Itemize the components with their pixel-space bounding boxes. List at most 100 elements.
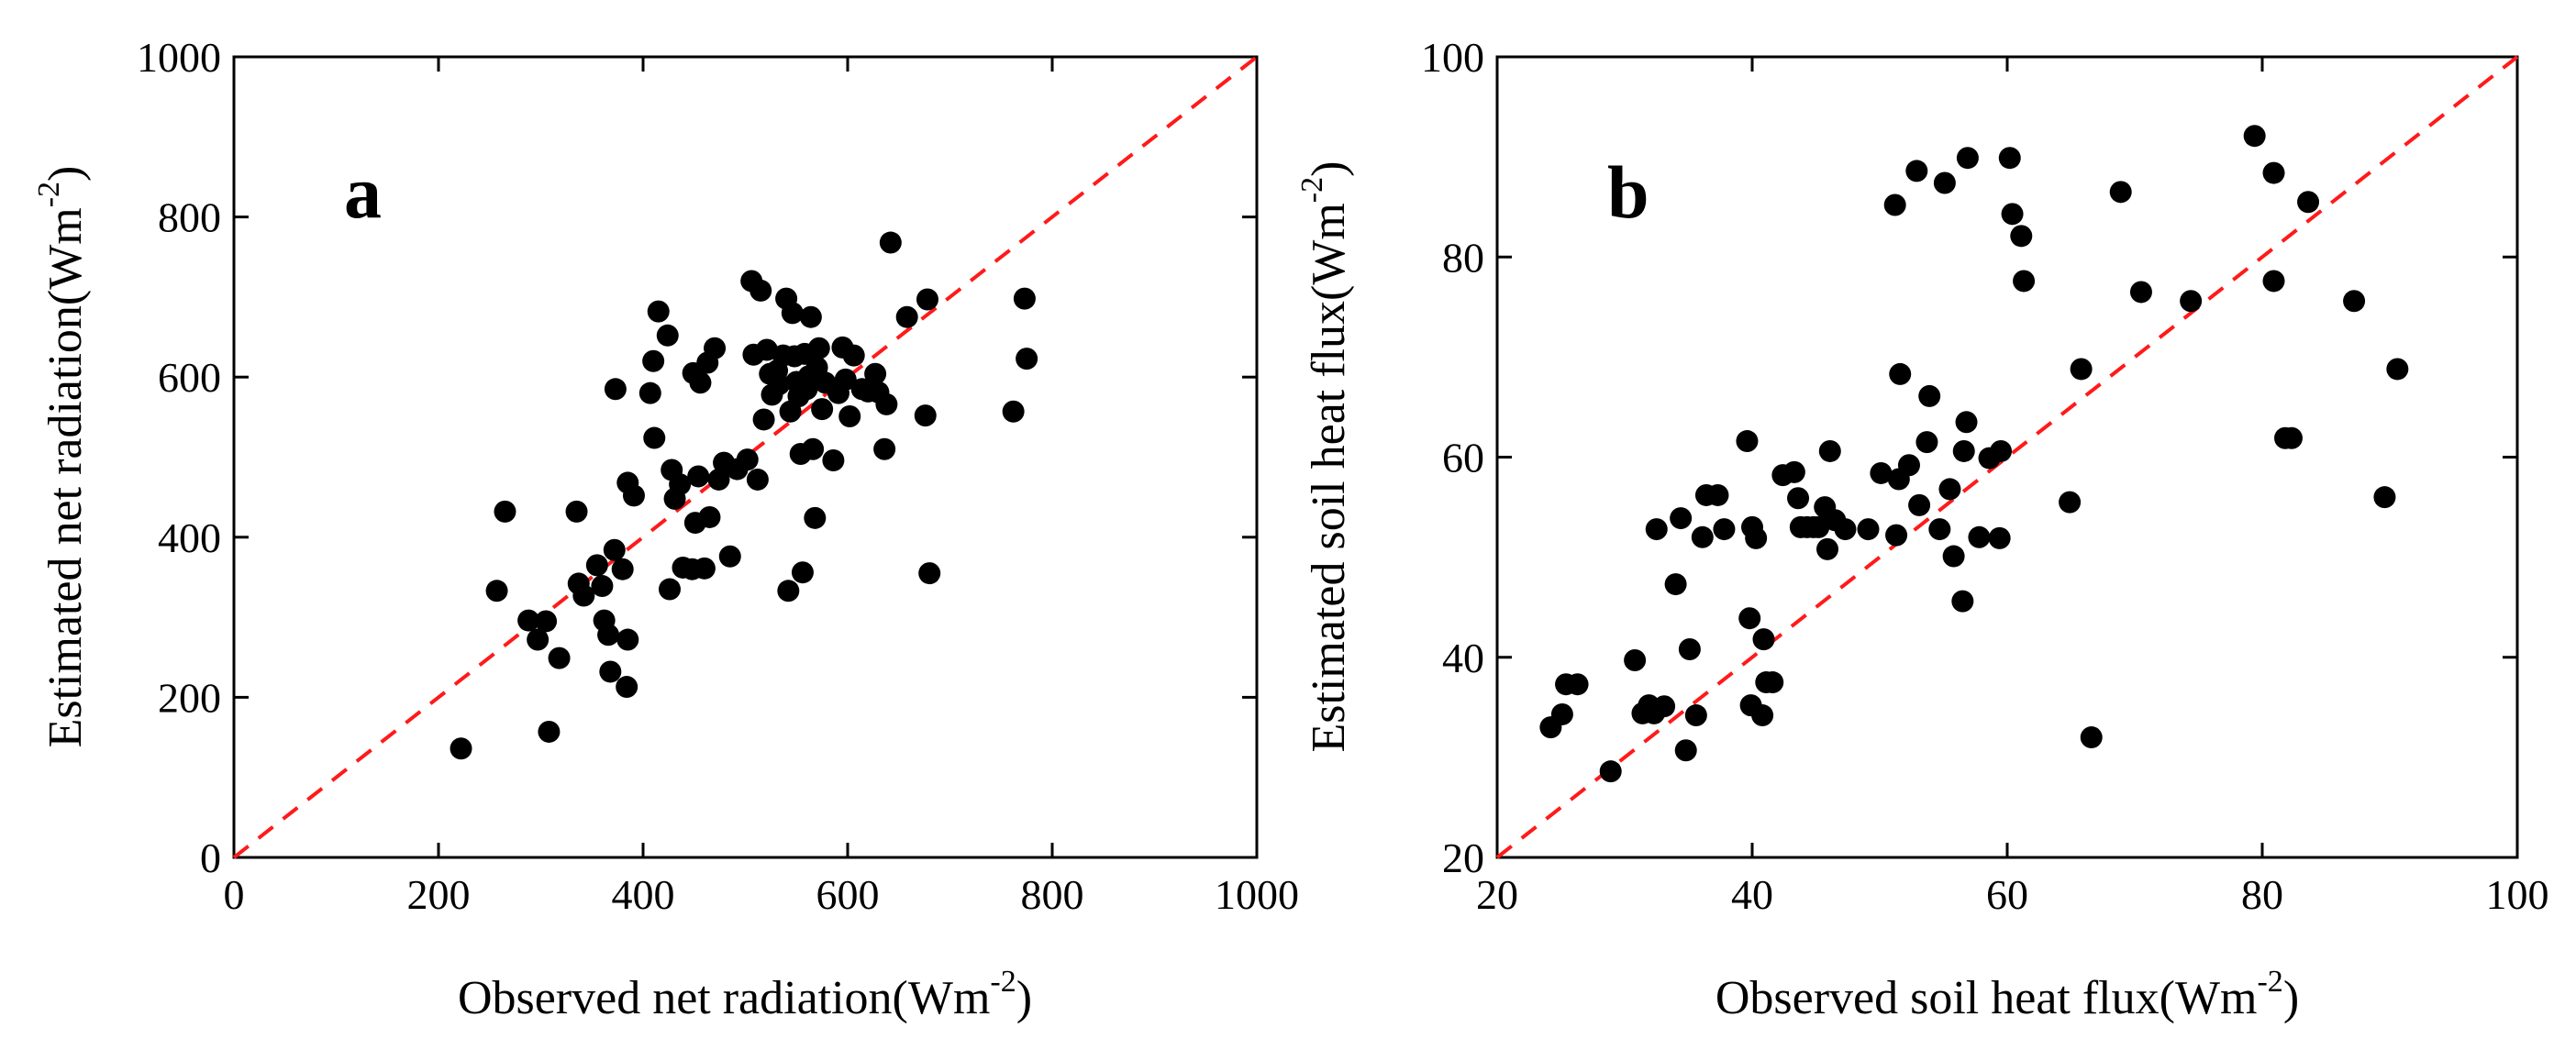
panel-a-x-axis-title: Observed net radiation(Wm-2): [458, 965, 1032, 1024]
panel-a-data-point: [1013, 287, 1036, 310]
panel-a-points: [450, 231, 1038, 760]
panel-b-data-point: [1883, 193, 1906, 216]
panel-b-y-tick-label: 40: [1442, 635, 1484, 681]
panel-a-data-point: [647, 300, 670, 323]
panel-b-y-axis-title: Estimated soil heat flux(Wm-2): [1295, 161, 1355, 753]
panel-a-data-point: [864, 362, 887, 385]
panel-a-data-point: [918, 562, 941, 585]
panel-a-data-point: [822, 448, 845, 471]
panel-b-data-point: [2262, 161, 2285, 184]
panel-a-data-point: [791, 561, 814, 584]
panel-b-data-point: [1938, 478, 1961, 501]
panel-b-data-point: [1905, 160, 1928, 182]
panel-a-data-point: [804, 506, 827, 529]
panel-b-data-point: [1782, 460, 1805, 483]
panel-a-data-point: [535, 610, 558, 633]
panel-a-data-point: [689, 371, 712, 394]
panel-a-y-tick-label: 600: [158, 354, 221, 401]
panel-b-data-point: [1706, 483, 1729, 506]
panel-a-data-point: [914, 404, 937, 427]
panel-a-y-tick-label: 1000: [137, 34, 221, 81]
panel-b-y-tick-label: 80: [1442, 234, 1484, 281]
panel-a-data-point: [572, 584, 595, 607]
panel-a-data-point: [604, 378, 627, 401]
panel-b-data-point: [1566, 673, 1589, 696]
panel-b-data-point: [1951, 590, 1974, 613]
panel-b-data-point: [1968, 525, 1991, 548]
panel-b-data-point: [1928, 518, 1951, 541]
panel-b-data-point: [2297, 191, 2320, 214]
panel-a-data-point: [707, 468, 730, 491]
panel-a-data-point: [669, 473, 692, 496]
panel-a-data-point: [749, 279, 772, 302]
panel-a-data-point: [527, 628, 550, 651]
panel-b-data-point: [1918, 384, 1941, 407]
panel-b-data-point: [1745, 526, 1768, 549]
panel-b-data-point: [1678, 638, 1701, 661]
panel-a-data-point: [611, 558, 634, 580]
panel-a-data-point: [799, 305, 822, 328]
panel-b-data-point: [1807, 515, 1830, 538]
panel-a-data-point: [642, 349, 665, 372]
panel-b-data-point: [2373, 486, 2396, 509]
panel-b-data-point: [2243, 125, 2266, 148]
panel-b-data-point: [2343, 290, 2366, 313]
panel-b-y-tick-label: 20: [1442, 834, 1484, 881]
panel-b-data-point: [1645, 518, 1668, 541]
panel-a-data-point: [1002, 400, 1025, 423]
panel-b-x-tick-label: 60: [1986, 871, 2028, 918]
panel-b-data-point: [1670, 507, 1693, 530]
panel-b-data-point: [1933, 171, 1956, 194]
panel-a-data-point: [718, 545, 741, 568]
panel-b-label: b: [1607, 150, 1649, 234]
panel-a-y-tick-label: 0: [200, 834, 221, 881]
panel-a-data-point: [494, 500, 516, 523]
panel-a-data-point: [698, 505, 721, 528]
panel-a-data-point: [693, 557, 716, 580]
panel-a-data-point: [585, 554, 608, 577]
panel-b-y-tick-label: 100: [1421, 34, 1484, 81]
panel-a-data-point: [704, 337, 727, 359]
panel-b-data-point: [1653, 695, 1676, 718]
panel-a-data-point: [538, 720, 561, 743]
panel-a-data-point: [838, 404, 861, 427]
panel-a: 0 200 400 600 800 1000 0 200 400 600 800 1000 a Obs…: [32, 34, 1299, 1024]
panel-a-x-tick-label: 800: [1021, 871, 1084, 918]
panel-a-data-point: [879, 231, 902, 254]
panel-a-data-point: [802, 437, 825, 460]
panel-a-data-point: [450, 737, 472, 760]
panel-b-data-point: [1857, 518, 1880, 541]
panel-a-label: a: [344, 150, 382, 234]
panel-a-x-tick-label: 400: [612, 871, 675, 918]
panel-b-data-point: [2013, 270, 2036, 293]
panel-b-data-point: [1599, 760, 1622, 783]
panel-b-x-tick-label: 100: [2486, 871, 2549, 918]
panel-b-x-tick-label: 80: [2241, 871, 2283, 918]
panel-a-data-point: [875, 392, 898, 415]
panel-a-data-point: [916, 288, 938, 311]
panel-a-data-point: [643, 426, 666, 449]
panel-a-data-point: [565, 500, 588, 523]
panel-a-data-point: [777, 580, 800, 602]
panel-b-data-point: [2129, 281, 2152, 304]
panel-b-data-point: [1752, 628, 1775, 651]
panel-b-data-point: [1908, 493, 1931, 516]
panel-a-data-point: [485, 580, 508, 602]
panel-b-data-point: [1550, 702, 1573, 725]
panel-a-data-point: [616, 628, 639, 651]
panel-b-data-point: [1870, 461, 1893, 484]
panel-b-data-point: [2010, 225, 2033, 248]
panel-a-x-tick-label: 1000: [1215, 871, 1299, 918]
panel-a-data-point: [736, 448, 759, 471]
panel-b-data-point: [1952, 439, 1975, 462]
panel-a-data-point: [842, 344, 865, 367]
panel-a-data-point: [834, 368, 857, 391]
panel-a-x-tick-label: 0: [224, 871, 245, 918]
panel-b-data-point: [2080, 726, 2103, 749]
panel-b-data-point: [1956, 147, 1979, 170]
panel-b-data-point: [1751, 704, 1774, 727]
panel-b-data-point: [1942, 545, 1965, 568]
panel-b-data-point: [1761, 671, 1784, 694]
panel-b-data-point: [2001, 203, 2024, 226]
